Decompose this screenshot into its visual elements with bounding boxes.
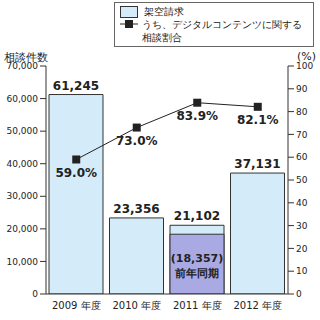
svg-text:0: 0 [296,289,302,299]
svg-text:82.1%: 82.1% [237,113,279,127]
svg-text:59.0%: 59.0% [55,166,97,180]
svg-text:50,000: 50,000 [8,126,38,136]
svg-text:2009 年度: 2009 年度 [52,300,101,311]
svg-text:2010 年度: 2010 年度 [112,300,161,311]
svg-text:60,000: 60,000 [8,94,38,104]
svg-text:2011 年度: 2011 年度 [173,300,222,311]
svg-text:20: 20 [296,244,308,254]
html-text:相談件数: 相談件数 [4,51,48,64]
svg-text:80: 80 [296,107,308,117]
svg-text:40: 40 [296,198,308,208]
svg-text:21,102: 21,102 [174,209,220,223]
html-text:うち、デジタルコンテンツに関する相談割合: うち、デジタルコンテンツに関する相談割合 [142,19,302,43]
svg-text:60: 60 [296,152,308,162]
svg-text:70: 70 [296,130,308,140]
svg-text:10,000: 10,000 [8,257,38,267]
html-text:架空請求: 架空請求 [144,6,184,17]
svg-text:23,356: 23,356 [113,202,159,216]
svg-text:30: 30 [296,221,308,231]
svg-text:90: 90 [296,84,308,94]
svg-text:73.0%: 73.0% [116,134,158,148]
svg-text:30,000: 30,000 [8,191,38,201]
svg-text:20,000: 20,000 [8,224,38,234]
svg-text:0: 0 [32,289,38,299]
svg-text:10: 10 [296,266,308,276]
svg-text:前年同期: 前年同期 [174,267,219,280]
svg-text:40,000: 40,000 [8,159,38,169]
svg-text:2012 年度: 2012 年度 [233,300,282,311]
svg-text:61,245: 61,245 [53,79,99,93]
svg-text:83.9%: 83.9% [176,109,218,123]
svg-text:(18,357): (18,357) [171,252,224,265]
svg-text:50: 50 [296,175,308,185]
svg-text:37,131: 37,131 [234,157,280,171]
